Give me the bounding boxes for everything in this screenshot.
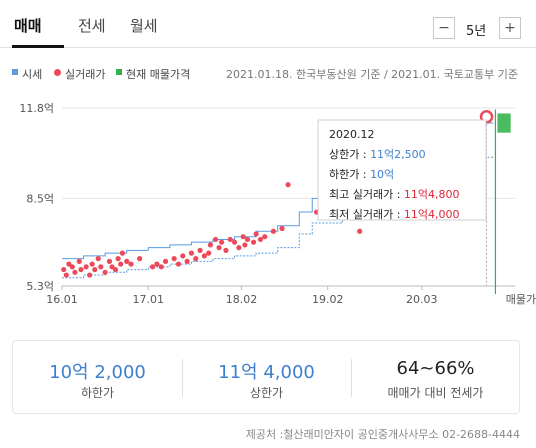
current-listing-band (497, 113, 511, 133)
x-tick-label: 17.01 (133, 293, 165, 306)
transaction-point (128, 261, 134, 267)
transaction-point (206, 250, 212, 256)
transaction-point (180, 253, 186, 259)
transaction-point (197, 247, 203, 253)
transaction-point (175, 261, 182, 267)
summary-ratio-label: 매매가 대비 전세가 (387, 386, 484, 400)
transaction-point (72, 269, 78, 275)
transaction-point (357, 228, 363, 234)
y-tick-label: 5.3억 (26, 280, 54, 293)
tooltip-box (317, 119, 487, 221)
summary-ratio-value: 64~66% (396, 358, 475, 379)
summary-divider (182, 359, 183, 397)
transaction-point (250, 239, 257, 245)
transaction-point (270, 228, 276, 234)
tooltip-line: 상한가 : 11억2,500 (329, 148, 426, 161)
y-tick-label: 11.8억 (19, 102, 54, 115)
tooltip-line: 하한가 : 10억 (329, 167, 394, 181)
summary-upper-value: 11억 4,000 (218, 362, 315, 383)
transaction-point (119, 250, 125, 256)
transaction-point (236, 245, 242, 251)
deal-type-tabs: 매매 전세 월세 − 5년 + (0, 0, 536, 48)
summary-lower-label: 하한가 (80, 386, 115, 400)
data-source-note: 2021.01.18. 한국부동산원 기준 / 2021.01. 국토교통부 기… (226, 68, 518, 81)
transaction-point (223, 247, 229, 253)
transaction-point (201, 253, 207, 259)
summary-upper-price: 11억 4,000 상한가 (182, 341, 351, 415)
listing-axis-label: 매물가격 (506, 293, 536, 306)
transaction-point (95, 256, 101, 262)
transaction-point (87, 272, 93, 278)
transaction-point (227, 236, 233, 243)
period-label: 5년 (466, 24, 487, 39)
transaction-point (162, 258, 169, 264)
transaction-point (112, 266, 119, 273)
period-minus-button[interactable]: − (433, 17, 455, 39)
tab-jeonse[interactable]: 전세 (78, 17, 106, 35)
transaction-point (158, 264, 164, 270)
active-tab-indicator (12, 45, 64, 48)
summary-jeonse-ratio: 64~66% 매매가 대비 전세가 (351, 341, 520, 415)
transaction-point (193, 256, 199, 262)
tab-monthly-rent[interactable]: 월세 (130, 17, 158, 35)
x-tick-label: 18.02 (226, 293, 258, 306)
transaction-point (61, 266, 67, 273)
transaction-point (63, 272, 69, 278)
transaction-point (69, 264, 75, 270)
transaction-point (257, 236, 264, 243)
transaction-point (207, 242, 214, 248)
transaction-point (92, 266, 98, 273)
x-tick-label: 19.02 (312, 293, 344, 306)
transaction-point (89, 261, 95, 267)
transaction-point (216, 245, 222, 251)
square-icon (12, 69, 18, 75)
transaction-point (184, 258, 190, 264)
transaction-point (285, 182, 291, 188)
transaction-point (98, 264, 104, 270)
transaction-point (124, 258, 130, 264)
transaction-point (253, 231, 259, 237)
transaction-point (76, 258, 82, 264)
transaction-point (244, 236, 251, 243)
transaction-point (231, 239, 238, 245)
transaction-point (240, 234, 246, 240)
tooltip-line: 최저 실거래가 : 11억4,000 (329, 208, 460, 221)
tooltip-date: 2020.12 (329, 128, 375, 141)
transaction-point (106, 258, 113, 264)
provider-info: 제공처 :철산래미안자이 공인중개사사무소 02-2688-4444 (245, 428, 520, 441)
transaction-point (118, 261, 124, 267)
transaction-point (150, 264, 156, 270)
x-tick-label: 20.03 (406, 293, 438, 306)
transaction-point (262, 234, 268, 240)
y-tick-label: 8.5억 (26, 192, 54, 205)
transaction-point (83, 264, 89, 270)
summary-divider (351, 359, 352, 397)
transaction-point (78, 266, 84, 273)
transaction-point (188, 250, 195, 256)
transaction-point (154, 261, 160, 267)
tab-sale[interactable]: 매매 (14, 17, 42, 35)
market-price-line-lower (62, 156, 494, 279)
transaction-point (171, 256, 177, 262)
period-selector: − 5년 + (433, 17, 523, 41)
dot-icon (54, 69, 61, 76)
transaction-point (242, 242, 248, 248)
x-tick-label: 16.01 (46, 293, 78, 306)
summary-upper-label: 상한가 (249, 386, 284, 400)
period-plus-button[interactable]: + (499, 17, 521, 39)
price-summary: 10억 2,000 하한가 11억 4,000 상한가 64~66% 매매가 대… (12, 340, 520, 414)
transaction-point (137, 256, 143, 262)
transaction-point (212, 236, 219, 243)
summary-lower-value: 10억 2,000 (49, 362, 146, 383)
square-icon (116, 69, 122, 75)
summary-lower-price: 10억 2,000 하한가 (13, 341, 182, 415)
transaction-point (115, 256, 121, 262)
tooltip-line: 최고 실거래가 : 11억4,800 (329, 188, 460, 201)
transaction-point (219, 239, 225, 245)
transaction-point (279, 225, 285, 232)
transaction-point (102, 269, 108, 275)
